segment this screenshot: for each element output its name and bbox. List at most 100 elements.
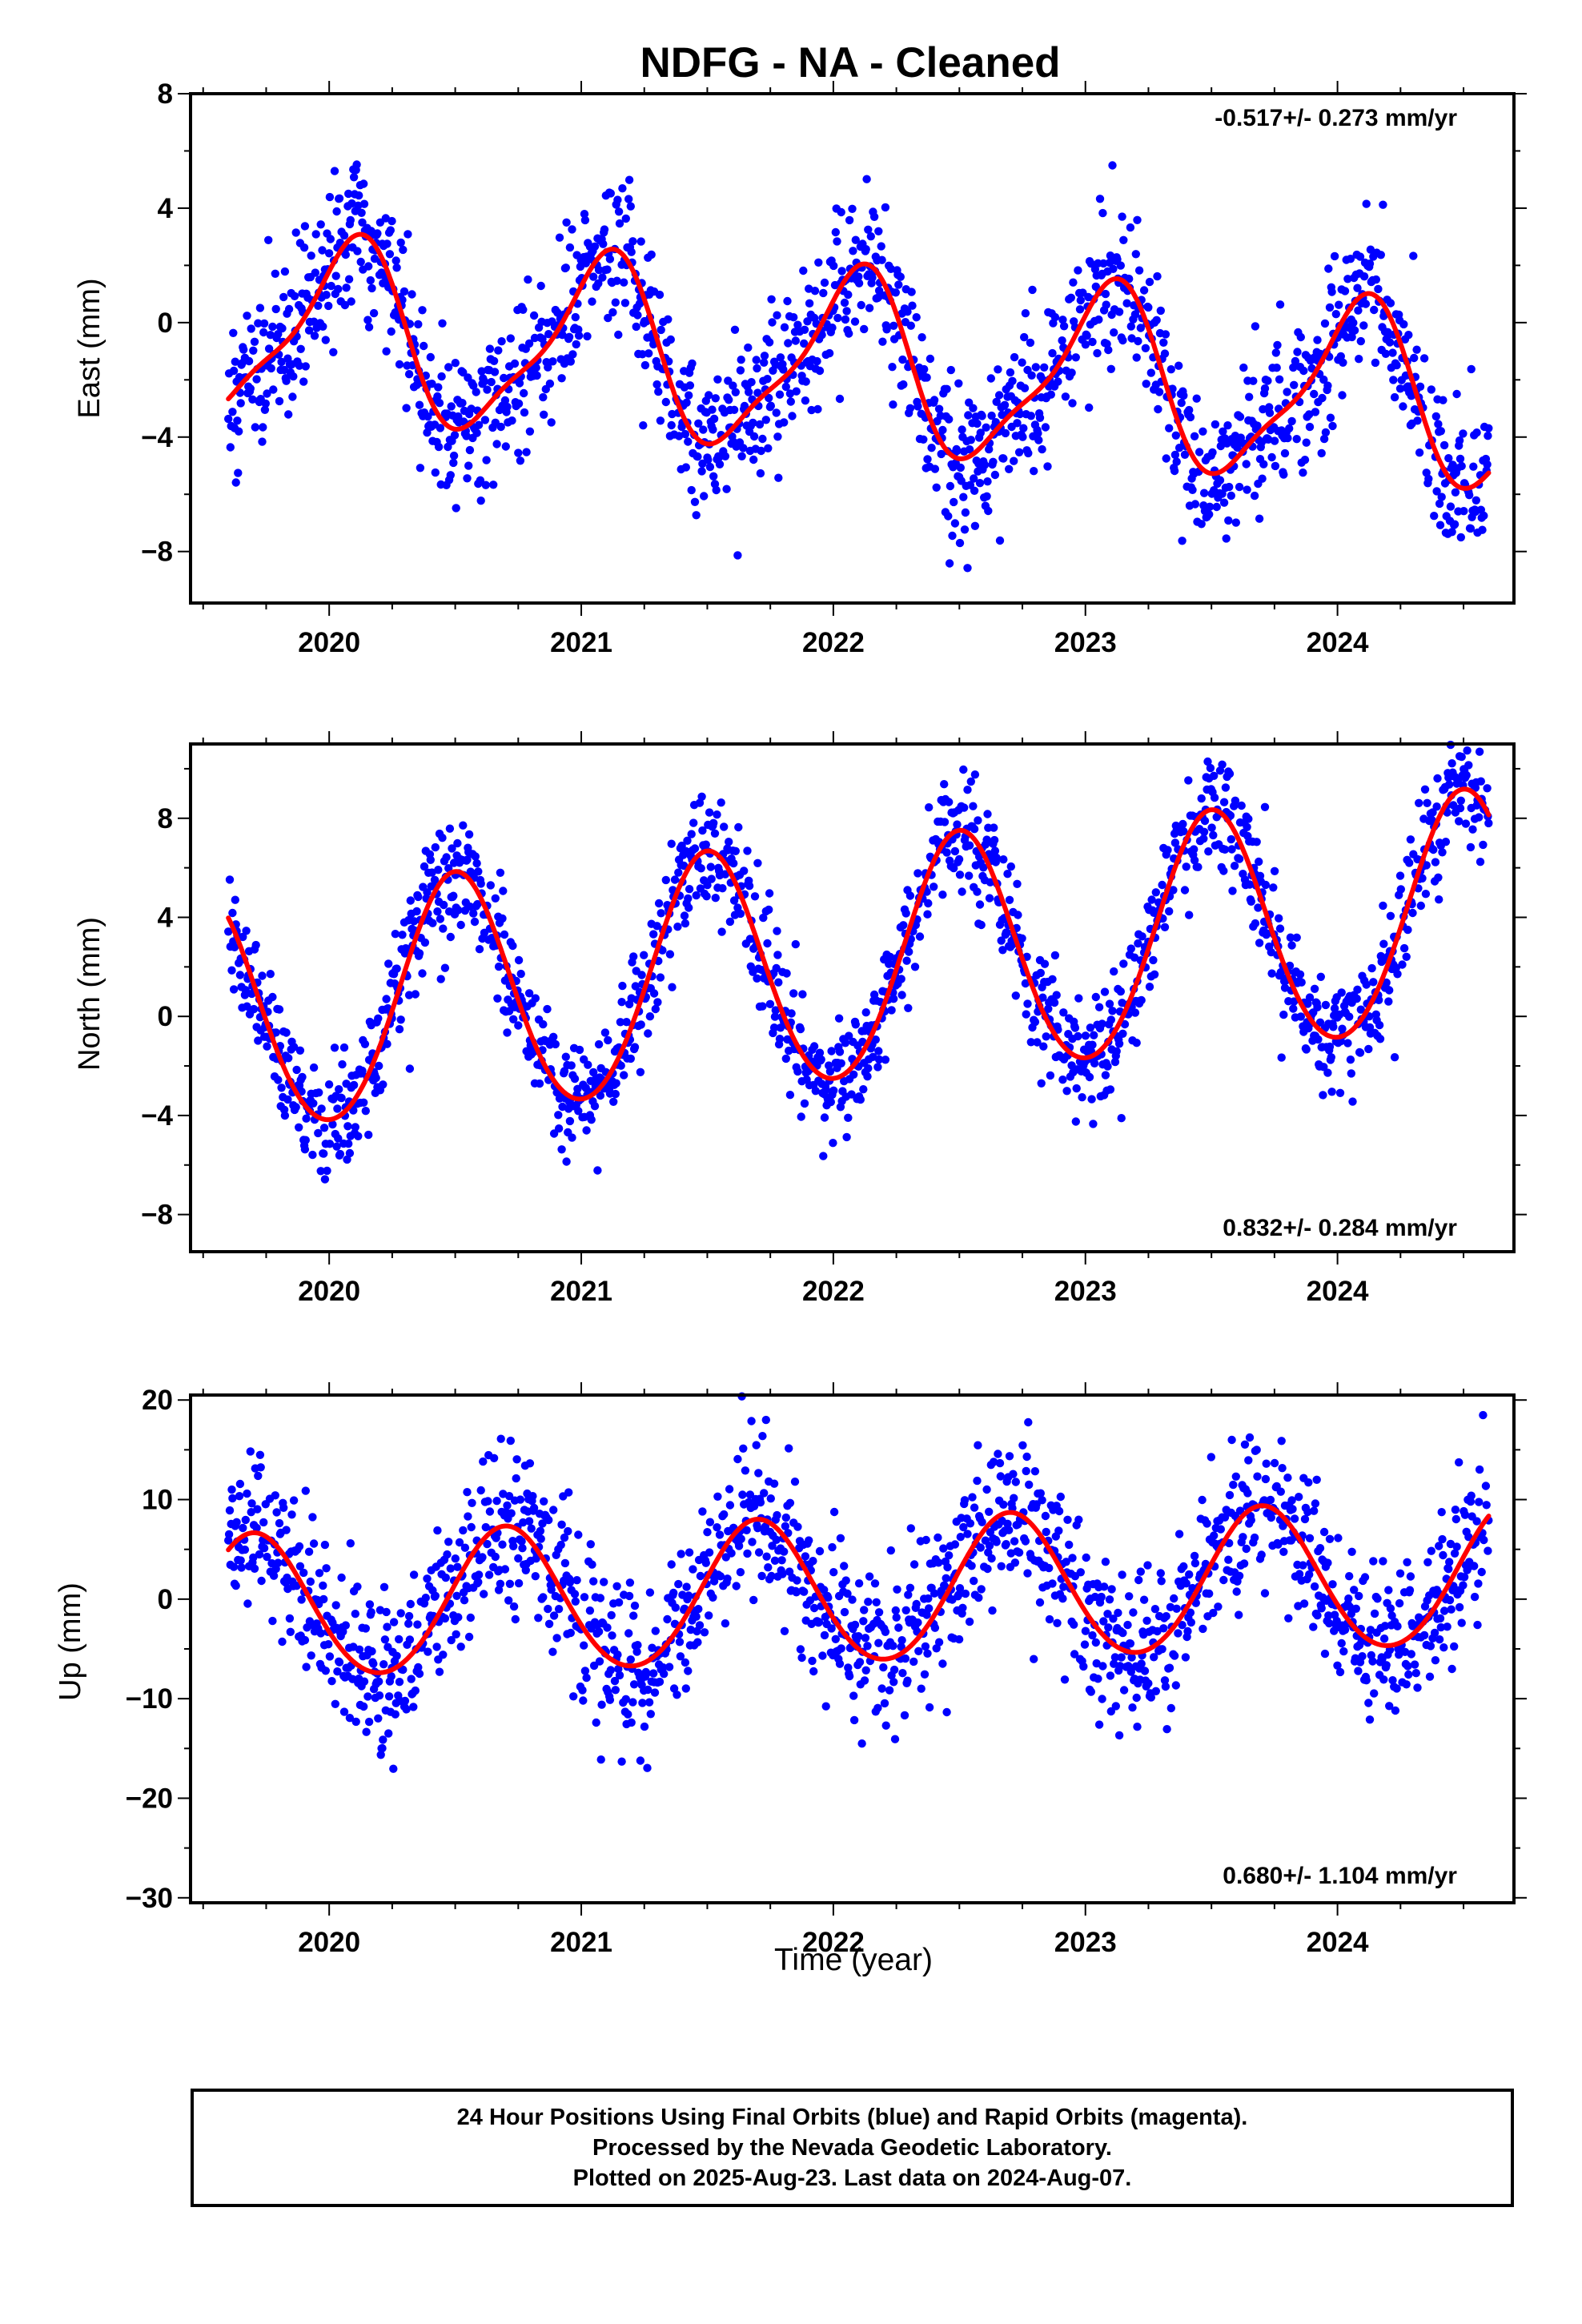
north-data-point-1266 — [1219, 798, 1229, 806]
north-data-point-1493 — [1399, 943, 1409, 953]
east-data-point-1544 — [1432, 487, 1441, 496]
north-data-point-1390 — [1315, 1018, 1325, 1027]
east-data-point-1060 — [1041, 423, 1050, 432]
up-data-point-460 — [592, 1718, 600, 1727]
up-data-point-592 — [695, 1621, 705, 1630]
up-data-point-212 — [391, 1710, 400, 1719]
east-data-point-731 — [788, 412, 797, 420]
east-data-point-881 — [907, 287, 916, 296]
north-data-point-503 — [620, 1071, 628, 1080]
north-data-point-1122 — [1106, 1015, 1116, 1024]
east-data-point-1484 — [1381, 349, 1391, 358]
north-data-point-1265 — [1219, 866, 1228, 875]
north-data-point-1434 — [1352, 994, 1361, 1003]
east-data-point-714 — [774, 473, 783, 482]
east-data-point-525 — [628, 237, 637, 246]
up-data-point-193 — [378, 1743, 387, 1753]
east-data-point-562 — [655, 290, 665, 300]
east-data-point-222 — [392, 263, 401, 272]
north-data-point-89 — [291, 1103, 300, 1112]
up-data-point-1113 — [1106, 1671, 1115, 1680]
east-data-point-605 — [690, 497, 700, 506]
up-data-point-542 — [655, 1677, 665, 1687]
north-data-point-859 — [897, 991, 906, 999]
up-data-point-1070 — [1070, 1620, 1078, 1629]
up-data-point-1097 — [1094, 1675, 1102, 1683]
up-data-point-1367 — [1309, 1622, 1318, 1631]
north-data-point-37 — [254, 1036, 263, 1045]
east-data-point-885 — [912, 313, 921, 322]
up-data-point-1548 — [1447, 1664, 1456, 1674]
east-data-point-1140 — [1109, 264, 1118, 273]
up-data-point-383 — [529, 1503, 539, 1513]
north-data-point-430 — [561, 1052, 570, 1061]
north-data-point-1365 — [1297, 978, 1306, 987]
north-data-point-1473 — [1384, 997, 1393, 1006]
up-data-point-880 — [925, 1703, 934, 1712]
north-data-point-693 — [770, 1012, 780, 1021]
east-data-point-920 — [937, 449, 946, 459]
up-data-point-158 — [353, 1582, 362, 1591]
up-data-point-381 — [528, 1492, 537, 1501]
east-data-point-1372 — [1299, 468, 1307, 477]
east-data-point-372 — [506, 334, 515, 343]
up-data-point-1441 — [1365, 1715, 1375, 1724]
up-data-point-955 — [982, 1485, 991, 1494]
north-data-point-716 — [787, 1009, 796, 1018]
up-data-point-891 — [934, 1533, 942, 1542]
east-data-point-1477 — [1376, 251, 1386, 259]
north-data-point-695 — [772, 963, 781, 973]
up-data-point-1488 — [1404, 1670, 1413, 1679]
north-data-point-1295 — [1244, 814, 1253, 823]
up-data-point-178 — [367, 1647, 376, 1656]
up-data-point-653 — [747, 1417, 756, 1425]
east-data-point-1461 — [1362, 199, 1371, 208]
north-data-point-1328 — [1267, 969, 1276, 978]
north-data-point-266 — [430, 875, 440, 885]
up-data-point-686 — [773, 1510, 781, 1520]
up-data-point-1050 — [1053, 1618, 1062, 1628]
east-data-point-1346 — [1275, 375, 1284, 384]
up-data-point-760 — [829, 1507, 839, 1517]
up-data-point-711 — [793, 1522, 802, 1531]
up-data-point-1129 — [1118, 1570, 1126, 1579]
east-data-point-996 — [991, 418, 1001, 427]
east-data-point-1587 — [1465, 491, 1474, 500]
north-data-point-610 — [702, 892, 711, 901]
east-data-point-638 — [714, 452, 724, 462]
east-data-point-1327 — [1260, 384, 1270, 393]
north-data-point-949 — [969, 802, 978, 810]
up-data-point-1130 — [1118, 1628, 1127, 1638]
up-data-point-613 — [715, 1530, 725, 1539]
up-data-point-1010 — [1023, 1569, 1032, 1578]
north-rate-label: 0.832+/- 0.284 mm/yr — [1223, 1215, 1457, 1241]
north-data-point-1010 — [1014, 911, 1022, 919]
north-data-point-778 — [835, 1047, 845, 1056]
up-data-point-463 — [594, 1627, 604, 1636]
east-data-point-46 — [259, 319, 269, 328]
east-data-point-1134 — [1104, 345, 1113, 355]
up-data-point-1578 — [1470, 1562, 1479, 1570]
up-data-point-1479 — [1395, 1569, 1405, 1578]
north-data-point-1043 — [1042, 1032, 1050, 1041]
up-data-point-1281 — [1239, 1533, 1247, 1542]
north-data-point-804 — [856, 1095, 865, 1104]
north-data-point-512 — [626, 1054, 635, 1063]
up-data-point-525 — [643, 1763, 652, 1772]
east-data-point-995 — [990, 470, 1000, 480]
east-data-point-1412 — [1327, 287, 1336, 296]
east-data-point-949 — [958, 425, 966, 434]
north-data-point-767 — [825, 1067, 835, 1076]
up-data-point-89 — [297, 1595, 306, 1604]
east-data-point-175 — [356, 257, 365, 267]
east-data-point-1417 — [1331, 310, 1341, 319]
up-data-point-668 — [760, 1489, 769, 1498]
east-data-point-34 — [251, 423, 259, 432]
east-data-point-1100 — [1075, 305, 1085, 314]
east-data-point-152 — [339, 231, 349, 240]
north-data-point-825 — [871, 1035, 881, 1044]
north-data-point-1488 — [1395, 871, 1405, 880]
north-x-tick-label-1: 2021 — [550, 1276, 612, 1307]
east-data-point-592 — [681, 429, 690, 439]
up-data-point-865 — [913, 1618, 922, 1627]
